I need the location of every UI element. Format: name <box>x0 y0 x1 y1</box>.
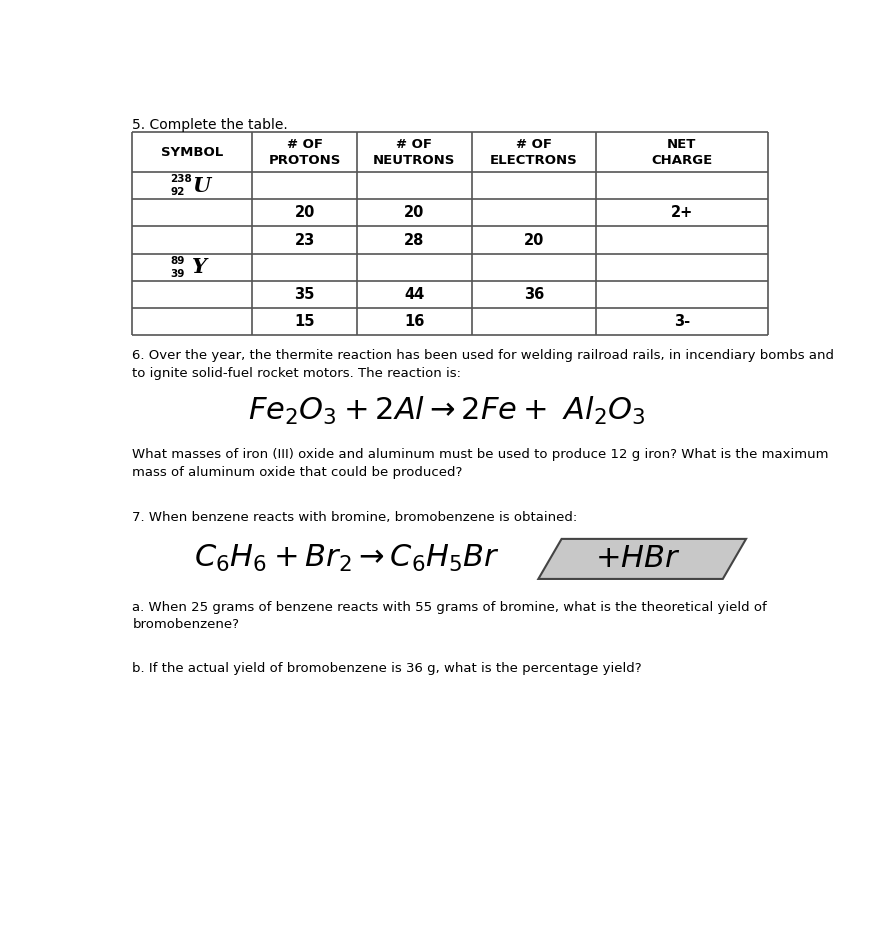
Text: 36: 36 <box>523 287 544 302</box>
Text: U: U <box>193 176 210 196</box>
Text: 35: 35 <box>295 287 315 302</box>
Text: 3-: 3- <box>674 314 690 329</box>
Text: SYMBOL: SYMBOL <box>161 146 223 159</box>
Text: 6. Over the year, the thermite reaction has been used for welding railroad rails: 6. Over the year, the thermite reaction … <box>133 349 835 380</box>
Text: 20: 20 <box>295 205 315 220</box>
Text: # OF
PROTONS: # OF PROTONS <box>269 139 341 167</box>
Text: $\mathit{Fe_2O_3 + 2Al \rightarrow 2Fe + \ Al_2O_3}$: $\mathit{Fe_2O_3 + 2Al \rightarrow 2Fe +… <box>249 395 645 427</box>
Text: $\mathit{C_6H_6 + Br_2 \rightarrow C_6H_5Br}$: $\mathit{C_6H_6 + Br_2 \rightarrow C_6H_… <box>194 544 501 575</box>
Text: 44: 44 <box>405 287 425 302</box>
Text: Y: Y <box>193 257 208 277</box>
Text: 89: 89 <box>171 256 185 266</box>
Polygon shape <box>538 539 746 579</box>
Text: 20: 20 <box>404 205 425 220</box>
Text: 39: 39 <box>171 269 185 279</box>
Text: a. When 25 grams of benzene reacts with 55 grams of bromine, what is the theoret: a. When 25 grams of benzene reacts with … <box>133 601 767 632</box>
Text: NET
CHARGE: NET CHARGE <box>651 139 712 167</box>
Text: 5. Complete the table.: 5. Complete the table. <box>133 119 288 133</box>
Text: # OF
NEUTRONS: # OF NEUTRONS <box>373 139 455 167</box>
Text: 23: 23 <box>295 233 315 248</box>
Text: b. If the actual yield of bromobenzene is 36 g, what is the percentage yield?: b. If the actual yield of bromobenzene i… <box>133 662 642 675</box>
Text: 92: 92 <box>171 187 185 197</box>
Text: 7. When benzene reacts with bromine, bromobenzene is obtained:: 7. When benzene reacts with bromine, bro… <box>133 511 577 524</box>
Text: 16: 16 <box>404 314 425 329</box>
Text: What masses of iron (III) oxide and aluminum must be used to produce 12 g iron? : What masses of iron (III) oxide and alum… <box>133 448 828 479</box>
Text: 28: 28 <box>404 233 425 248</box>
Text: 2+: 2+ <box>671 205 693 220</box>
Text: $\mathit{+ HBr}$: $\mathit{+ HBr}$ <box>595 544 680 575</box>
Text: 20: 20 <box>523 233 544 248</box>
Text: 238: 238 <box>171 174 193 184</box>
Text: 15: 15 <box>295 314 315 329</box>
Text: # OF
ELECTRONS: # OF ELECTRONS <box>490 139 577 167</box>
